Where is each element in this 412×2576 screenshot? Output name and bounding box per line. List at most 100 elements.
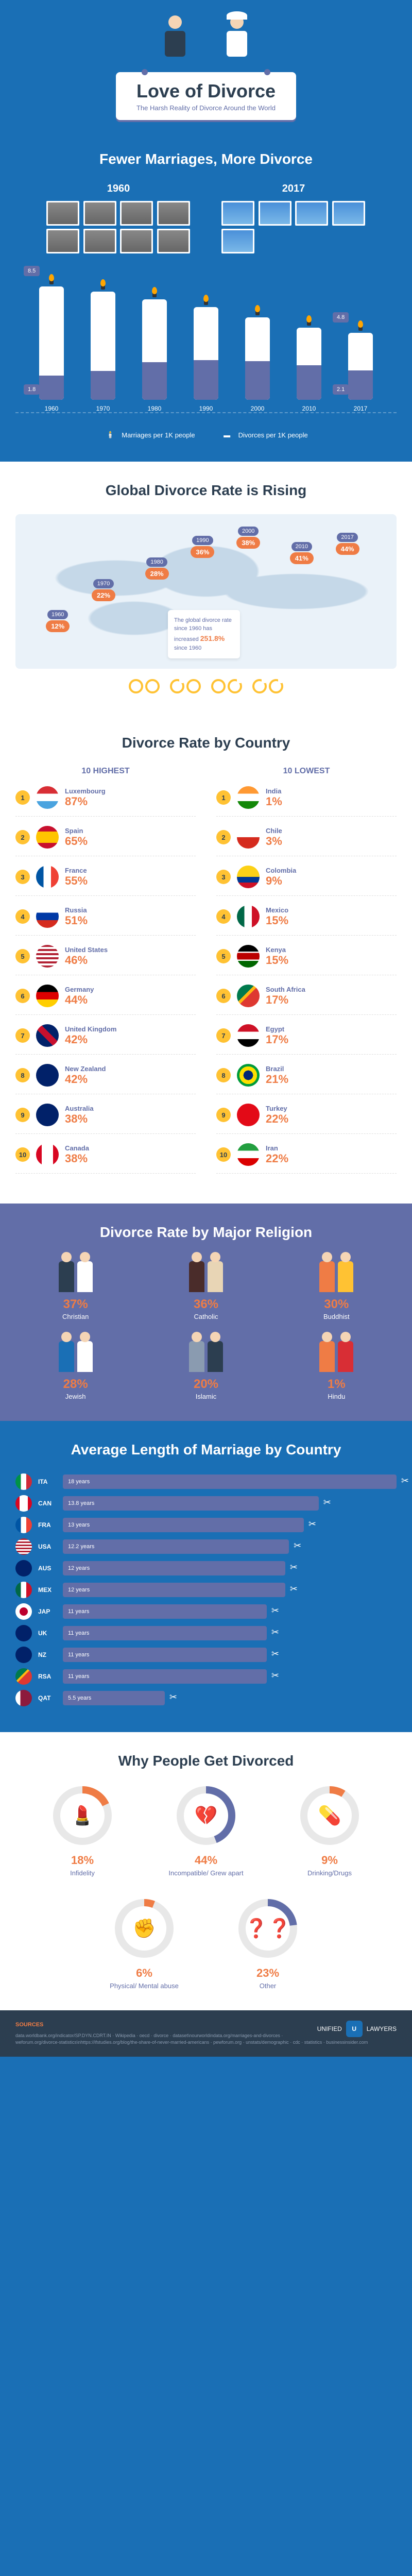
rank-badge: 6 bbox=[15, 989, 30, 1003]
country-name: Luxembourg bbox=[65, 787, 196, 795]
country-row: 1 India 1% bbox=[216, 786, 397, 817]
ring-pair bbox=[170, 679, 201, 693]
length-bar: 12 years ✂ bbox=[63, 1583, 285, 1597]
divorce-label: 2.1 bbox=[333, 384, 349, 395]
length-bar: 18 years ✂ bbox=[63, 1475, 397, 1489]
length-row: AUS 12 years ✂ bbox=[15, 1560, 397, 1577]
legend-marriage-label: Marriages per 1K people bbox=[122, 431, 195, 439]
rank-badge: 7 bbox=[15, 1028, 30, 1043]
header: Love of Divorce The Harsh Reality of Div… bbox=[0, 0, 412, 130]
country-columns: 10 HIGHEST 1 Luxembourg 87% 2 Spain 65% … bbox=[15, 767, 397, 1183]
candle bbox=[194, 307, 218, 400]
candle bbox=[91, 292, 115, 400]
map-callout: The global divorce rate since 1960 has i… bbox=[168, 610, 240, 659]
religion-name: Jewish bbox=[15, 1393, 135, 1400]
reason-ring: ❓❓ bbox=[237, 1897, 299, 1959]
country-pct: 42% bbox=[65, 1073, 196, 1086]
wedding-photo bbox=[157, 229, 190, 253]
candle-col: 4.82.1 2017 bbox=[348, 333, 373, 412]
country-code: NZ bbox=[38, 1651, 57, 1658]
length-flag bbox=[15, 1668, 32, 1685]
country-code: QAT bbox=[38, 1694, 57, 1702]
religion-figures bbox=[15, 1256, 135, 1292]
wedding-photo bbox=[157, 201, 190, 226]
country-code: JAP bbox=[38, 1608, 57, 1615]
reason-icon: 💔 bbox=[175, 1785, 237, 1846]
length-row: CAN 13.8 years ✂ bbox=[15, 1495, 397, 1512]
country-code: RSA bbox=[38, 1673, 57, 1680]
country-row: 9 Turkey 22% bbox=[216, 1104, 397, 1134]
length-value: 13.8 years bbox=[68, 1500, 94, 1506]
religion-item: 30% Buddhist bbox=[277, 1256, 397, 1320]
religion-name: Catholic bbox=[146, 1313, 266, 1320]
country-info: Canada 38% bbox=[65, 1144, 196, 1165]
country-row: 10 Canada 38% bbox=[15, 1143, 196, 1174]
reason-pct: 44% bbox=[160, 1854, 252, 1867]
reason-icon: ❓❓ bbox=[237, 1897, 299, 1959]
year-label: 2017 bbox=[221, 183, 366, 195]
religion-figure bbox=[208, 1341, 223, 1372]
length-row: JAP 11 years ✂ bbox=[15, 1603, 397, 1620]
marriage-label: 8.5 bbox=[24, 266, 40, 276]
candle-col: 8.51.8 1960 bbox=[39, 286, 64, 412]
country-info: Brazil 21% bbox=[266, 1065, 397, 1086]
country-row: 3 Colombia 9% bbox=[216, 866, 397, 896]
length-flag bbox=[15, 1625, 32, 1641]
religion-pct: 20% bbox=[146, 1377, 266, 1392]
country-name: Spain bbox=[65, 827, 196, 835]
religion-figure bbox=[338, 1341, 353, 1372]
country-name: South Africa bbox=[266, 986, 397, 993]
religion-figure bbox=[59, 1261, 74, 1292]
country-code: UK bbox=[38, 1630, 57, 1637]
religion-pct: 36% bbox=[146, 1297, 266, 1312]
reason-label: Other bbox=[221, 1982, 314, 1990]
length-value: 13 years bbox=[68, 1522, 90, 1528]
candle-col: 1970 bbox=[91, 292, 115, 412]
country-flag bbox=[36, 905, 59, 928]
rank-badge: 1 bbox=[15, 790, 30, 805]
country-row: 3 France 55% bbox=[15, 866, 196, 896]
country-pct: 3% bbox=[266, 835, 397, 848]
map-point: 1970 22% bbox=[92, 579, 115, 601]
rank-badge: 4 bbox=[15, 909, 30, 924]
country-flag bbox=[237, 786, 260, 809]
global-title: Global Divorce Rate is Rising bbox=[15, 482, 397, 499]
candle-col: 2000 bbox=[245, 317, 270, 412]
year-label: 1960 bbox=[46, 183, 191, 195]
country-code: MEX bbox=[38, 1586, 57, 1594]
reason-label: Infidelity bbox=[36, 1869, 129, 1877]
reason-icon: ✊ bbox=[113, 1897, 175, 1959]
scissors-icon: ✂ bbox=[308, 1519, 316, 1530]
length-row: RSA 11 years ✂ bbox=[15, 1668, 397, 1685]
map-point: 2017 44% bbox=[336, 533, 359, 555]
ring-pair bbox=[211, 679, 242, 693]
reason-ring: 💄 bbox=[52, 1785, 113, 1846]
length-row: UK 11 years ✂ bbox=[15, 1625, 397, 1641]
legend-divorce: ▬ Divorces per 1K people bbox=[221, 429, 308, 441]
country-info: South Africa 17% bbox=[266, 986, 397, 1007]
wedding-photo bbox=[295, 201, 328, 226]
candle-fill bbox=[39, 376, 64, 400]
country-info: Australia 38% bbox=[65, 1105, 196, 1126]
candle-year: 1970 bbox=[96, 405, 110, 412]
photo-grid bbox=[221, 201, 366, 253]
rank-badge: 6 bbox=[216, 989, 231, 1003]
religion-figure bbox=[189, 1341, 204, 1372]
reason-item: ❓❓ 23% Other bbox=[221, 1897, 314, 1990]
rank-badge: 5 bbox=[216, 949, 231, 963]
candle-year: 2010 bbox=[302, 405, 316, 412]
legend-divorce-label: Divorces per 1K people bbox=[238, 431, 308, 439]
reason-item: 💔 44% Incompatible/ Grew apart bbox=[160, 1785, 252, 1877]
length-bar-wrap: 12.2 years ✂ bbox=[63, 1539, 397, 1554]
length-flag bbox=[15, 1538, 32, 1555]
religion-figures bbox=[146, 1256, 266, 1292]
rings-row bbox=[15, 679, 397, 693]
candle-fill bbox=[194, 360, 218, 400]
wedding-photo bbox=[83, 201, 116, 226]
country-row: 4 Mexico 15% bbox=[216, 905, 397, 936]
lowest-column: 10 LOWEST 1 India 1% 2 Chile 3% 3 Colomb… bbox=[216, 767, 397, 1183]
country-row: 6 South Africa 17% bbox=[216, 985, 397, 1015]
scissors-icon: ✂ bbox=[271, 1605, 279, 1616]
main-title: Love of Divorce bbox=[136, 80, 276, 102]
country-code: USA bbox=[38, 1543, 57, 1550]
